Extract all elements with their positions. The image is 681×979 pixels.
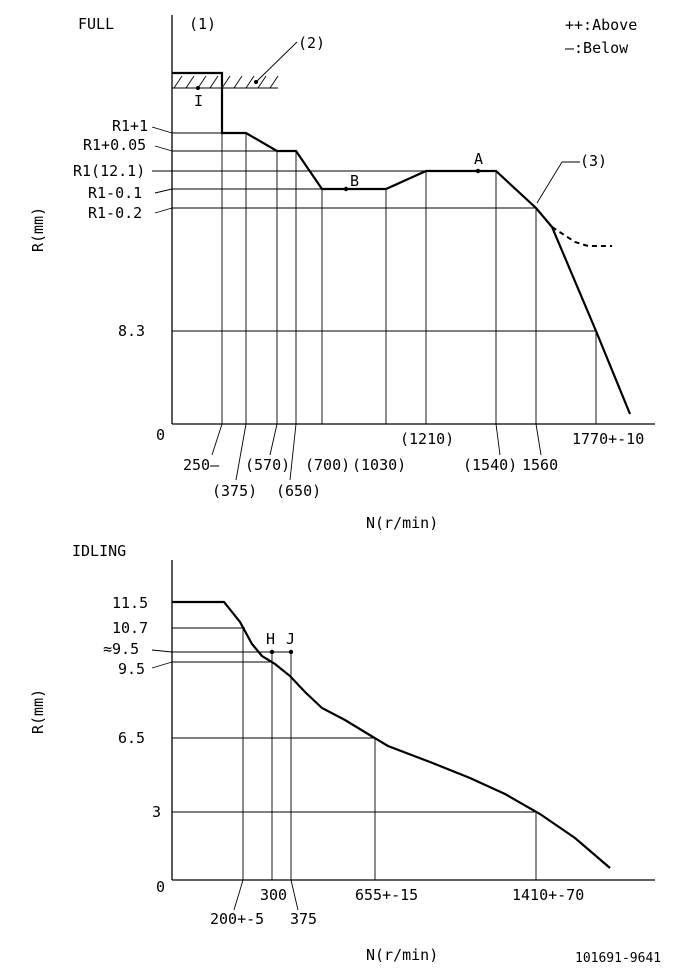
note-2-dot	[254, 80, 258, 84]
y-tick-r1m01: R1-0.1	[88, 184, 142, 202]
point-b-label: B	[350, 172, 359, 190]
x-tick-1770: 1770+-10	[572, 430, 644, 448]
point-j-dot	[288, 649, 294, 655]
note-2-label: (2)	[298, 34, 325, 52]
full-chart: FULL (1) ++:Above —:Below (2) I	[29, 15, 655, 532]
x-tick-570: (570)	[245, 456, 290, 474]
full-section-label: FULL	[78, 15, 114, 33]
ix-tick-200: 200+-5	[210, 910, 264, 928]
x-tick-650: (650)	[276, 482, 321, 500]
y-tick-r1m02-leader	[154, 207, 173, 214]
full-x-axis-label: N(r/min)	[366, 514, 438, 532]
idling-section-label: IDLING	[72, 542, 126, 560]
x-tick-1560: 1560	[522, 456, 558, 474]
note-3-label: (3)	[580, 152, 607, 170]
idling-x-axis-label: N(r/min)	[366, 946, 438, 964]
ix-tick-300: 300	[260, 886, 287, 904]
doc-id: 101691-9641	[575, 951, 661, 966]
y-tick-r1m01-leader	[154, 188, 173, 194]
point-h-label: H	[266, 630, 275, 648]
note-2-leader	[255, 41, 298, 83]
x-tick-1540: (1540)	[463, 456, 517, 474]
y-tick-r1p005-leader	[154, 145, 173, 152]
legend-above: ++:Above	[565, 16, 637, 34]
idling-chart: IDLING H J 11.5 10.7 ≈9.5 9.5 6.5 3 0 R(…	[29, 542, 661, 966]
x-tick-375: (375)	[212, 482, 257, 500]
iy-tick-approx-9-5: ≈9.5	[103, 640, 139, 658]
ix-tick-200-leader	[233, 879, 244, 911]
point-a-dot	[475, 168, 481, 174]
iy-tick-10-7: 10.7	[112, 619, 148, 637]
idling-y-axis-label: R(mm)	[29, 689, 47, 734]
iy-tick-3: 3	[152, 803, 161, 821]
iy-tick-11-5: 11.5	[112, 594, 148, 612]
stopper-hatch	[172, 75, 279, 89]
stop-marker-label: I	[194, 92, 203, 110]
iy-tick-6-5: 6.5	[118, 729, 145, 747]
ix-tick-655: 655+-15	[355, 886, 418, 904]
iy-tick-0: 0	[156, 878, 165, 896]
x-tick-250: 250—	[183, 456, 220, 474]
iy-tick-9-5-leader	[151, 661, 173, 669]
note-1-label: (1)	[189, 15, 216, 33]
x-tick-1560-leader	[535, 423, 542, 456]
x-tick-570-leader	[269, 423, 278, 456]
legend-below: —:Below	[565, 39, 629, 57]
x-tick-700: (700)	[305, 456, 350, 474]
ix-tick-375: 375	[290, 910, 317, 928]
x-tick-650-leader	[289, 423, 297, 481]
full-curve	[172, 71, 632, 415]
point-h-dot	[269, 649, 275, 655]
y-tick-0: 0	[156, 426, 165, 444]
x-tick-250-leader	[211, 423, 223, 456]
stop-marker-dot	[196, 86, 200, 90]
iy-tick-approx-leader	[151, 649, 173, 653]
iy-tick-9-5: 9.5	[118, 660, 145, 678]
full-below-dashed	[551, 226, 612, 247]
note-3-leader-2	[536, 161, 563, 204]
y-tick-r1m02: R1-0.2	[88, 204, 142, 222]
x-tick-375-leader	[235, 423, 247, 481]
x-tick-1210: (1210)	[400, 430, 454, 448]
ix-tick-1410: 1410+-70	[512, 886, 584, 904]
y-tick-8-3: 8.3	[118, 322, 145, 340]
y-tick-r1: R1(12.1)	[73, 162, 145, 180]
y-tick-r1p1-leader	[151, 126, 173, 134]
ix-tick-375-leader	[290, 879, 299, 911]
y-tick-r1p1: R1+1	[112, 117, 148, 135]
x-tick-1540-leader	[495, 423, 501, 456]
point-b-dot	[343, 186, 349, 192]
x-tick-1030: (1030)	[352, 456, 406, 474]
point-a-label: A	[474, 150, 483, 168]
point-j-label: J	[286, 630, 295, 648]
idling-curve	[172, 600, 611, 869]
full-y-axis-label: R(mm)	[29, 207, 47, 252]
y-tick-r1p005: R1+0.05	[83, 136, 146, 154]
